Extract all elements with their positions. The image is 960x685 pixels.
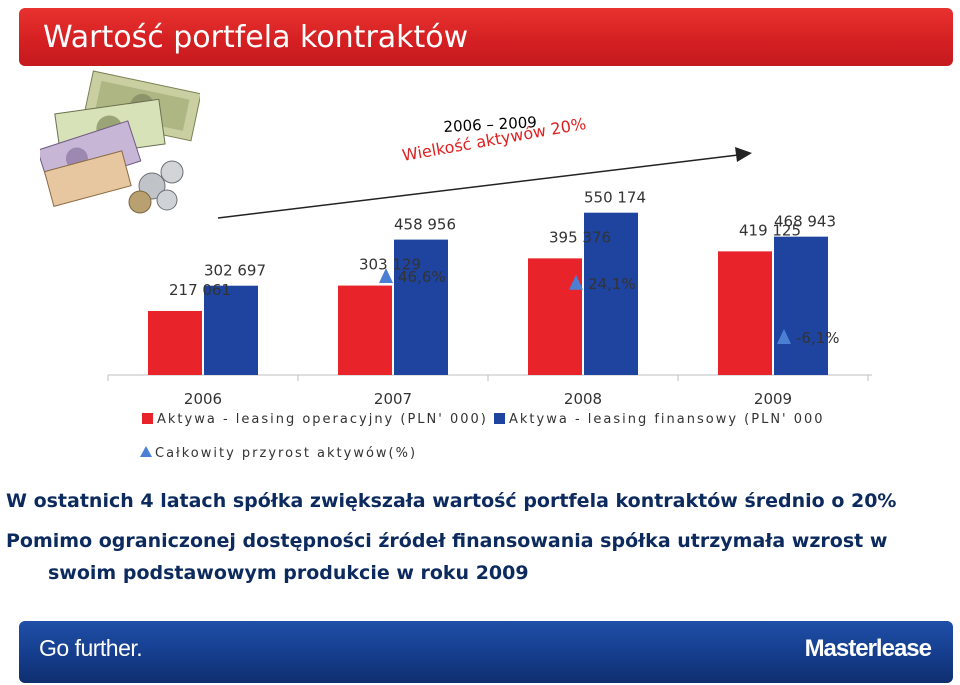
legend-item-financial: Aktywa - leasing finansowy (PLN' 000 [494,412,825,427]
legend-marker-growth [140,446,152,457]
legend-label-growth: Całkowity przyrost aktywów(%) [155,446,418,461]
label-operating-2009: 419 125 [739,221,801,239]
label-financial-2006: 302 697 [204,262,266,280]
bar-financial-2009 [774,236,828,375]
label-operating-2008: 395 376 [549,228,611,246]
bullet-3: swoim podstawowym produkcie w roku 2009 [48,562,529,584]
label-operating-2007: 303 129 [359,256,421,274]
marker-growth-2007 [379,268,393,284]
label-financial-2008: 550 174 [584,189,646,207]
bullet-2: Pomimo ograniczonej dostępności źródeł f… [6,530,888,552]
legend-item-operating: Aktywa - leasing operacyjny (PLN' 000) [142,412,488,427]
bar-financial-2008 [584,212,638,375]
page-title: Wartość portfela kontraktów [43,20,469,55]
brand-logo: Masterlease [804,635,932,662]
bar-operating-2006 [148,310,202,375]
bullet-1: W ostatnich 4 latach spółka zwiększała w… [6,490,897,512]
marker-growth-2009 [777,329,791,344]
footer-tagline: Go further. [39,635,143,661]
label-growth-2007: 46,6% [398,268,446,286]
money-illustration [40,70,200,214]
footer-bar: Go further. Masterlease [19,621,953,683]
category-label-2007: 2007 [374,390,412,408]
bar-operating-2009 [718,251,772,375]
bar-operating-2008 [528,258,582,375]
label-financial-2007: 458 956 [394,216,456,234]
label-growth-2009: -6,1% [796,329,840,347]
category-label-2006: 2006 [184,390,222,408]
legend-item-growth: Całkowity przyrost aktywów(%) [140,446,417,461]
category-label-2009: 2009 [754,390,792,408]
bar-operating-2007 [338,285,392,375]
bar-financial-2006 [204,285,258,375]
title-bar: Wartość portfela kontraktów [19,8,953,66]
label-financial-2009: 468 943 [774,213,836,231]
legend-label-operating: Aktywa - leasing operacyjny (PLN' 000) [157,412,488,427]
marker-growth-2008 [569,274,583,290]
legend-swatch-financial [494,413,505,424]
label-growth-2008: 24,1% [588,275,636,293]
label-operating-2006: 217 061 [169,281,231,299]
category-label-2008: 2008 [564,390,602,408]
bar-financial-2007 [394,239,448,375]
legend-label-financial: Aktywa - leasing finansowy (PLN' 000 [509,412,825,427]
legend-swatch-operating [142,413,153,424]
